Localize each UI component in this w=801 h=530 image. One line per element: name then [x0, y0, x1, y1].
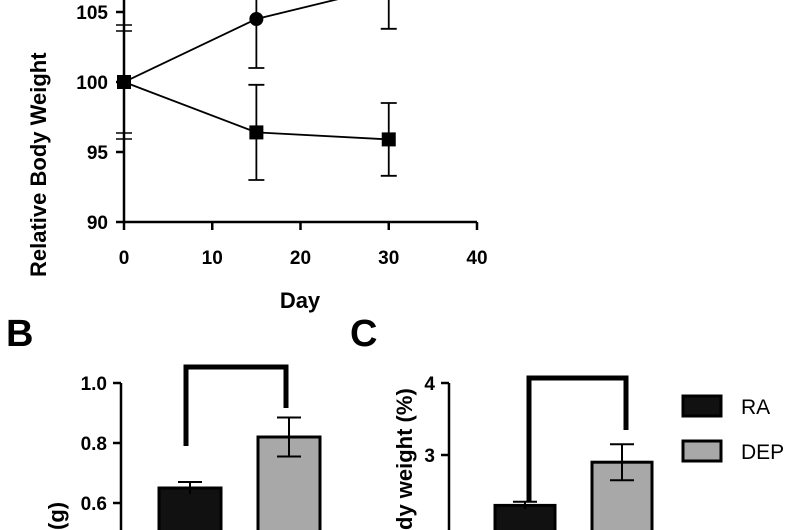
- panel-a-point-ra: [249, 12, 264, 26]
- panel-a-x-tick-label: 40: [466, 248, 487, 269]
- panel-b-y-axis-label: (g): [44, 502, 69, 530]
- panel-c-bar-ra: [493, 503, 557, 530]
- legend-label-dep: DEP: [741, 441, 784, 464]
- panel-a-y-tick-label: 90: [87, 213, 108, 234]
- panel-a-y-tick-label: 95: [87, 143, 109, 164]
- panel-b-bar-chart: B (g) 0.6 0.8 1.0: [6, 313, 322, 530]
- panel-a-y-tick-label: 100: [76, 73, 108, 94]
- panel-a-x-tick-label: 0: [119, 248, 130, 269]
- panel-a-x-tick-label: 20: [290, 248, 311, 269]
- panel-a-point-dep: [249, 125, 264, 140]
- panel-b-significance-bracket: [183, 364, 289, 446]
- panel-c-bar-chart: C dy weight (%) 3 4: [350, 313, 654, 530]
- panel-a-y-tick-label: 105: [76, 3, 108, 24]
- panel-c-y-axis-label: dy weight (%): [392, 388, 417, 530]
- panel-a-point-dep: [381, 132, 396, 147]
- panel-a-x-tick-label: 30: [378, 248, 399, 269]
- panel-a-y-axis-label: Relative Body Weight: [26, 52, 51, 277]
- panel-b-y-tick-label: 0.6: [81, 494, 107, 515]
- panel-b-letter: B: [6, 313, 33, 355]
- legend-swatch-ra: [681, 394, 723, 418]
- panel-c-y-tick-label: 4: [424, 374, 435, 395]
- panel-a-x-tick-label: 10: [202, 248, 223, 269]
- panel-a-line-chart: Relative Body Weight Day 90 95 100 105 0 10 20…: [26, 0, 488, 313]
- panel-a-x-axis-label: Day: [280, 288, 321, 313]
- panel-a-point-dep: [117, 75, 131, 89]
- legend: RA DEP: [681, 394, 784, 464]
- legend-swatch-dep: [681, 439, 723, 463]
- panel-c-significance-bracket: [526, 375, 629, 502]
- panel-c-y-tick-label: 3: [424, 446, 435, 467]
- panel-b-y-tick-label: 1.0: [81, 374, 107, 395]
- panel-b-bar-ra: [157, 486, 223, 530]
- panel-c-letter: C: [350, 313, 377, 355]
- panel-b-y-tick-label: 0.8: [81, 434, 107, 455]
- legend-label-ra: RA: [741, 396, 770, 419]
